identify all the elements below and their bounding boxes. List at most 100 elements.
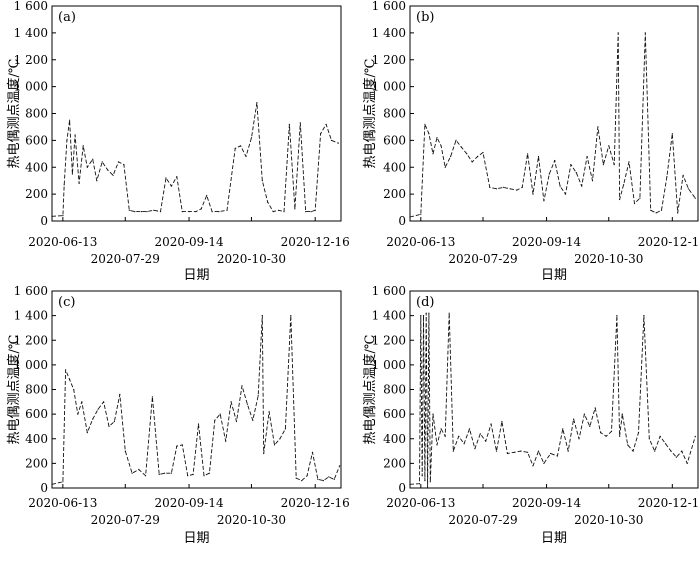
x-axis-label: 日期 [541, 268, 567, 283]
data-point [197, 423, 200, 425]
data-point [619, 435, 621, 437]
data-point [294, 208, 296, 210]
data-point [468, 428, 471, 430]
panel-label: (b) [416, 10, 434, 25]
data-point [268, 411, 270, 413]
data-point [654, 450, 656, 452]
data-point [330, 139, 333, 141]
data-point [664, 443, 667, 445]
plot-frame [409, 290, 699, 489]
data-point [422, 315, 425, 317]
data-point [73, 388, 75, 391]
data-point [322, 480, 324, 482]
data-point [261, 180, 263, 182]
y-tick-label: 200 [383, 187, 406, 201]
x-tick-label: 2020-07-29 [448, 513, 517, 527]
data-point [425, 312, 427, 314]
data-point [694, 197, 696, 199]
data-point [78, 182, 80, 184]
y-tick-label: 400 [25, 160, 48, 174]
y-tick-label: 1 200 [372, 53, 406, 67]
data-point [444, 435, 446, 437]
x-axis-label: 日期 [541, 531, 567, 546]
data-point [240, 145, 242, 147]
x-tick-label: 2020-12-16 [638, 235, 700, 249]
data-point [246, 403, 248, 405]
y-tick-label: 600 [383, 407, 406, 421]
x-tick-label: 2020-10-30 [574, 252, 643, 266]
data-point [305, 211, 307, 213]
chart-panel-4: 0 200 400 600 800 1 000 1 200 1 400 1 600 2020-06… [362, 284, 700, 546]
plot-frame [51, 5, 342, 222]
data-series-line [51, 315, 341, 485]
data-point [485, 440, 487, 442]
data-point [96, 180, 98, 182]
data-point [181, 211, 183, 213]
x-axis-label: 日期 [183, 268, 209, 283]
panel-label: (a) [58, 10, 76, 25]
data-point [570, 164, 572, 166]
data-point [643, 315, 645, 317]
data-point [165, 177, 167, 179]
data-point [108, 425, 110, 427]
data-point [71, 173, 73, 175]
data-point [250, 137, 253, 139]
data-point [429, 481, 431, 483]
data-point [320, 133, 322, 135]
data-point [124, 450, 126, 452]
data-point [666, 176, 668, 178]
data-point [432, 413, 434, 415]
data-point [460, 146, 462, 148]
data-point [613, 164, 615, 166]
data-point [123, 164, 125, 166]
x-axis-label: 日期 [183, 531, 209, 546]
data-point [272, 211, 274, 213]
data-point [63, 184, 65, 186]
y-tick-label: 0 [398, 481, 406, 495]
y-tick-label: 200 [25, 456, 48, 470]
data-point [687, 188, 690, 190]
data-point [495, 188, 498, 190]
plot-frame [409, 5, 699, 222]
data-point [62, 215, 64, 217]
data-point [333, 478, 335, 480]
data-point [562, 428, 564, 430]
data-point [527, 451, 529, 453]
data-point [583, 413, 586, 415]
data-point [644, 32, 646, 34]
data-point [436, 444, 438, 446]
data-point [623, 184, 625, 186]
data-point [648, 438, 650, 440]
data-point [548, 173, 550, 175]
data-point [145, 475, 147, 477]
data-point [299, 122, 301, 124]
y-tick-label: 400 [383, 432, 406, 446]
data-point [610, 430, 613, 432]
data-point [103, 401, 105, 403]
data-point [151, 396, 153, 398]
data-point [694, 435, 696, 437]
data-point [632, 450, 634, 452]
data-point [278, 209, 280, 211]
data-point [428, 133, 430, 135]
data-point [671, 133, 673, 135]
y-tick-label: 1 200 [372, 333, 406, 347]
data-point [170, 472, 172, 474]
data-point [128, 209, 130, 211]
data-point [245, 155, 247, 158]
data-point [208, 472, 210, 474]
x-tick-label: 2020-12-16 [281, 496, 350, 510]
data-point [682, 174, 684, 176]
data-point [554, 159, 556, 162]
data-point [633, 202, 636, 205]
chart-panel-2: 0 200 400 600 800 1 000 1 200 1 400 1 600 2020-06… [362, 0, 700, 283]
data-point [537, 450, 540, 452]
data-point [567, 450, 569, 452]
data-point [455, 139, 457, 141]
data-point [134, 211, 136, 213]
data-point [639, 197, 641, 199]
y-tick-label: 800 [25, 107, 48, 121]
x-tick-label: 2020-06-13 [28, 496, 97, 510]
data-point [450, 155, 452, 158]
data-point [81, 401, 83, 403]
